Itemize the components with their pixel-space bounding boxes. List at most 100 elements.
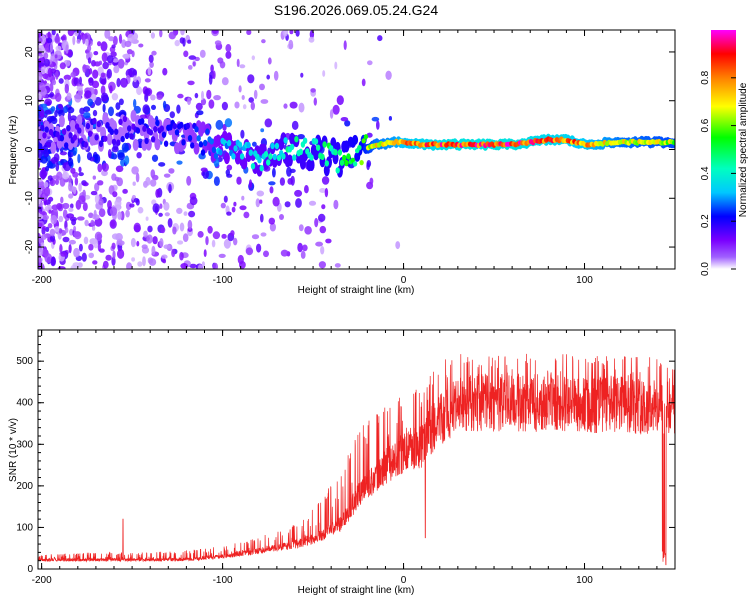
ridge-core: [118, 118, 123, 126]
noise-blob: [155, 188, 160, 198]
noise-blob: [50, 214, 58, 225]
ridge-halo: [223, 152, 230, 165]
noise-blob: [163, 173, 171, 178]
noise-blob: [68, 244, 72, 254]
ridge-core: [259, 165, 264, 172]
noise-blob: [81, 252, 87, 262]
noise-blob: [44, 98, 52, 106]
noise-blob: [76, 85, 83, 91]
noise-blob: [225, 169, 230, 176]
noise-blob: [302, 244, 308, 252]
noise-blob: [156, 94, 163, 100]
noise-blob: [367, 60, 373, 66]
noise-blob: [58, 228, 63, 234]
noise-blob: [318, 261, 326, 269]
noise-blob: [116, 77, 121, 88]
noise-blob: [49, 228, 56, 237]
ridge-core: [153, 126, 158, 133]
noise-blob: [226, 164, 233, 171]
noise-blob: [158, 212, 163, 217]
noise-blob: [269, 186, 274, 194]
noise-blob: [151, 245, 156, 256]
noise-blob: [259, 199, 263, 204]
ridge-halo: [191, 132, 198, 145]
colorbar-label: Normalized spectral amplitude: [738, 82, 749, 217]
noise-blob: [251, 234, 260, 240]
noise-blob: [78, 182, 82, 192]
noise-blob: [159, 238, 164, 248]
colorbar-tick-label: 0.2: [700, 214, 711, 228]
noise-blob: [236, 58, 240, 68]
ridge-core: [68, 132, 73, 139]
noise-blob: [60, 196, 64, 204]
noise-blob: [38, 199, 41, 205]
noise-blob: [132, 69, 137, 77]
noise-blob: [100, 85, 106, 95]
spectrogram-heatmap: [38, 30, 675, 269]
noise-blob: [242, 104, 247, 110]
noise-blob: [217, 57, 224, 64]
noise-blob: [136, 240, 140, 247]
noise-blob: [78, 243, 83, 252]
noise-blob: [138, 43, 144, 48]
noise-blob: [214, 40, 222, 46]
noise-blob: [117, 152, 125, 161]
noise-blob: [223, 238, 231, 249]
ridge-core: [257, 157, 262, 164]
noise-blob: [239, 205, 247, 211]
ridge-core: [324, 160, 329, 167]
ridge-core: [77, 127, 82, 134]
noise-blob: [211, 239, 216, 248]
noise-blob: [223, 195, 228, 203]
noise-blob: [76, 83, 84, 87]
noise-blob: [40, 242, 45, 248]
noise-blob: [150, 169, 156, 179]
noise-blob: [57, 266, 66, 269]
noise-blob: [315, 241, 323, 247]
noise-blob: [248, 179, 253, 189]
ridge-core: [246, 141, 251, 149]
ridge-core: [142, 125, 147, 132]
x-tick-label: -100: [213, 275, 233, 286]
noise-blob: [43, 58, 50, 67]
ridge-core: [159, 125, 164, 132]
noise-blob: [187, 219, 193, 230]
colorbar-gradient: [711, 30, 736, 269]
noise-blob: [44, 187, 51, 197]
noise-blob: [77, 153, 81, 164]
noise-blob: [336, 95, 344, 106]
noise-blob: [94, 182, 100, 192]
noise-blob: [106, 55, 114, 64]
ridge-core: [270, 142, 275, 150]
noise-blob: [49, 43, 54, 53]
noise-blob: [126, 49, 133, 55]
noise-blob: [322, 70, 326, 77]
noise-blob: [122, 53, 130, 59]
ridge-core: [359, 160, 364, 166]
noise-blob: [62, 202, 70, 210]
ridge-halo: [215, 134, 222, 147]
noise-blob: [245, 247, 254, 256]
noise-blob: [54, 226, 60, 233]
noise-blob: [38, 257, 42, 263]
noise-blob: [298, 102, 305, 113]
noise-blob: [42, 214, 49, 220]
noise-blob: [45, 165, 50, 172]
noise-blob: [297, 242, 303, 253]
noise-blob: [91, 225, 96, 231]
noise-blob: [47, 223, 53, 229]
noise-blob: [318, 213, 326, 222]
noise-blob: [109, 85, 113, 94]
noise-blob: [88, 68, 93, 75]
ridge-core: [187, 135, 193, 142]
noise-blob: [220, 202, 226, 209]
noise-blob: [168, 183, 172, 194]
noise-blob: [136, 152, 142, 159]
noise-blob: [83, 106, 91, 113]
noise-blob: [136, 86, 143, 96]
noise-blob: [169, 111, 175, 119]
noise-blob: [371, 116, 380, 122]
colorbar-ticks: 0.0 0.2 0.4 0.6 0.8: [700, 70, 736, 276]
spectrogram-x-axis: -200 -100 0 100: [32, 30, 676, 286]
noise-blob: [120, 77, 128, 88]
